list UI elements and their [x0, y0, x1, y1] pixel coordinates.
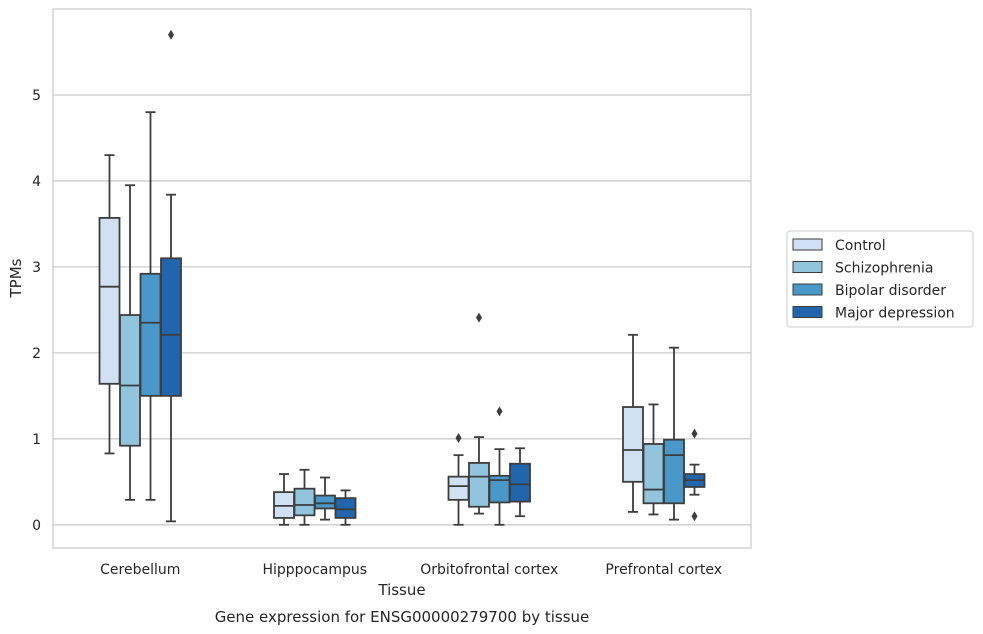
box-major-depression-2 [509, 447, 531, 518]
box-body [334, 497, 357, 519]
outlier-marker [496, 406, 503, 417]
box-schizophrenia-1 [293, 468, 316, 526]
box-body [447, 475, 470, 501]
box-control-2 [447, 432, 470, 526]
box-schizophrenia-0 [119, 184, 141, 501]
x-tick-label: Cerebellum [100, 562, 180, 578]
box-body [293, 487, 316, 517]
box-control-0 [98, 154, 121, 455]
box-body [622, 406, 644, 483]
box-body [160, 257, 182, 397]
box-major-depression-0 [160, 29, 182, 523]
y-tick-label: 0 [32, 518, 41, 534]
box-bipolar-disorder-2 [488, 406, 511, 526]
box-body [663, 438, 685, 505]
box-body [509, 462, 531, 503]
legend-label: Major depression [835, 306, 955, 322]
x-tick-label: Hipppocampus [262, 562, 367, 578]
legend-swatch [792, 283, 823, 296]
box-major-depression-3 [683, 428, 706, 522]
x-tick-label: Prefrontal cortex [605, 562, 722, 578]
box-bipolar-disorder-3 [663, 346, 685, 521]
box-control-3 [622, 333, 644, 513]
y-tick-label: 5 [32, 88, 41, 104]
y-tick-label: 3 [32, 260, 41, 276]
legend-frame [786, 230, 974, 328]
legend-label: Control [835, 238, 886, 254]
box-schizophrenia-3 [642, 403, 665, 516]
y-axis-label: TPMs [7, 258, 25, 298]
box-body [98, 216, 121, 385]
x-axis-label: Tissue [377, 581, 425, 599]
box-body [139, 272, 162, 397]
y-tick-label: 2 [32, 346, 41, 362]
y-axis-ticks: 0 1 2 3 4 5 [32, 88, 41, 534]
plot-frame [52, 8, 752, 549]
legend-swatch [792, 238, 823, 251]
outlier-marker [691, 511, 698, 522]
outlier-marker [455, 432, 462, 443]
box-body [642, 443, 665, 505]
box-bipolar-disorder-1 [314, 476, 336, 521]
outlier-marker [691, 428, 698, 439]
box-body [314, 494, 336, 510]
x-tick-label: Orbitofrontal cortex [420, 562, 558, 578]
x-axis-ticks: Cerebellum Hipppocampus Orbitofrontal cort… [100, 562, 722, 578]
legend-swatch [792, 261, 823, 273]
legend-label: Bipolar disorder [835, 283, 946, 299]
box-schizophrenia-2 [468, 312, 490, 515]
box-major-depression-1 [334, 489, 357, 526]
legend-swatch [792, 306, 823, 318]
box-bipolar-disorder-0 [139, 111, 162, 501]
legend-label: Schizophrenia [835, 261, 933, 277]
box-plot-series [98, 29, 706, 526]
box-body [119, 314, 141, 447]
box-body [468, 461, 490, 508]
outlier-marker [168, 29, 174, 40]
y-tick-label: 1 [32, 432, 41, 448]
outlier-marker [476, 312, 482, 323]
chart-caption: Gene expression for ENSG00000279700 by t… [215, 608, 590, 626]
y-tick-label: 4 [32, 174, 41, 190]
box-control-1 [273, 473, 295, 526]
legend: Control Schizophrenia Bipolar disorder Majo… [786, 230, 974, 328]
